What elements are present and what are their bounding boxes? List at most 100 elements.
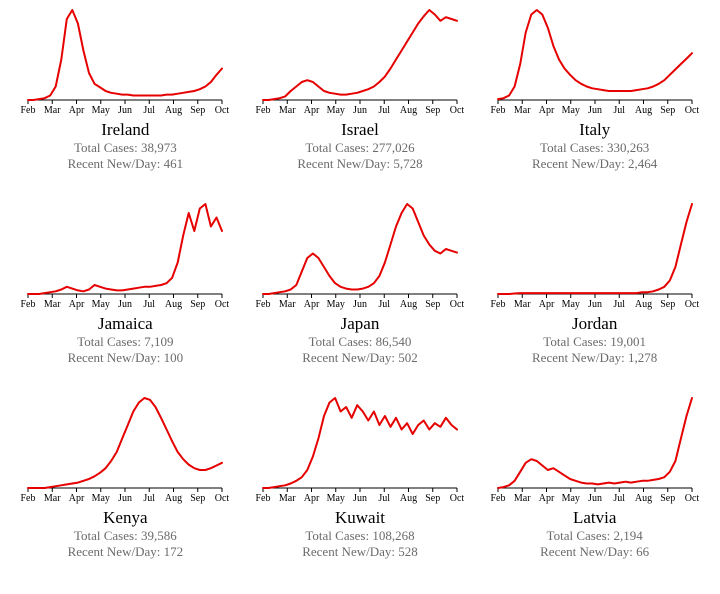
svg-text:Sep: Sep xyxy=(425,105,440,116)
svg-text:Jun: Jun xyxy=(118,493,132,504)
svg-text:Jul: Jul xyxy=(613,299,625,310)
recent-new-label: Recent New/Day: 461 xyxy=(68,156,184,172)
svg-text:Oct: Oct xyxy=(215,299,230,310)
svg-text:Jul: Jul xyxy=(144,493,156,504)
svg-text:Jun: Jun xyxy=(588,299,602,310)
country-name: Israel xyxy=(341,120,379,140)
svg-text:Oct: Oct xyxy=(684,105,699,116)
country-name: Jamaica xyxy=(98,314,153,334)
total-cases-label: Total Cases: 86,540 xyxy=(309,334,412,350)
svg-text:Feb: Feb xyxy=(255,105,270,116)
chart-panel-ireland: FebMarAprMayJunJulAugSepOct Ireland Tota… xyxy=(8,8,243,202)
svg-text:May: May xyxy=(327,105,345,116)
country-name: Japan xyxy=(341,314,380,334)
svg-text:May: May xyxy=(92,493,110,504)
country-name: Kenya xyxy=(103,508,147,528)
chart-panel-jordan: FebMarAprMayJunJulAugSepOct Jordan Total… xyxy=(477,202,712,396)
recent-new-label: Recent New/Day: 1,278 xyxy=(532,350,657,366)
svg-text:Apr: Apr xyxy=(69,299,85,310)
chart-panel-kenya: FebMarAprMayJunJulAugSepOct Kenya Total … xyxy=(8,396,243,590)
svg-text:Jul: Jul xyxy=(378,493,390,504)
svg-text:Aug: Aug xyxy=(165,493,182,504)
chart-panel-japan: FebMarAprMayJunJulAugSepOct Japan Total … xyxy=(243,202,478,396)
svg-text:Mar: Mar xyxy=(44,105,61,116)
recent-new-label: Recent New/Day: 5,728 xyxy=(297,156,422,172)
svg-text:May: May xyxy=(561,299,579,310)
svg-text:Oct: Oct xyxy=(450,493,465,504)
svg-text:Jul: Jul xyxy=(378,105,390,116)
svg-text:Jun: Jun xyxy=(353,105,367,116)
recent-new-label: Recent New/Day: 528 xyxy=(302,544,418,560)
total-cases-label: Total Cases: 330,263 xyxy=(540,140,649,156)
sparkline-chart: FebMarAprMayJunJulAugSepOct xyxy=(490,202,700,312)
svg-text:Sep: Sep xyxy=(660,105,675,116)
total-cases-label: Total Cases: 38,973 xyxy=(74,140,177,156)
country-name: Latvia xyxy=(573,508,616,528)
sparkline-chart: FebMarAprMayJunJulAugSepOct xyxy=(20,8,230,118)
svg-text:Aug: Aug xyxy=(165,299,182,310)
svg-text:Jun: Jun xyxy=(118,105,132,116)
svg-text:Oct: Oct xyxy=(450,299,465,310)
recent-new-label: Recent New/Day: 2,464 xyxy=(532,156,657,172)
svg-text:Mar: Mar xyxy=(279,493,296,504)
svg-text:Mar: Mar xyxy=(514,105,531,116)
country-name: Ireland xyxy=(101,120,149,140)
chart-panel-italy: FebMarAprMayJunJulAugSepOct Italy Total … xyxy=(477,8,712,202)
total-cases-label: Total Cases: 7,109 xyxy=(77,334,173,350)
svg-text:Apr: Apr xyxy=(538,493,554,504)
chart-panel-israel: FebMarAprMayJunJulAugSepOct Israel Total… xyxy=(243,8,478,202)
svg-text:Sep: Sep xyxy=(660,299,675,310)
total-cases-label: Total Cases: 277,026 xyxy=(305,140,414,156)
recent-new-label: Recent New/Day: 100 xyxy=(68,350,184,366)
sparkline-chart: FebMarAprMayJunJulAugSepOct xyxy=(255,8,465,118)
svg-text:May: May xyxy=(561,105,579,116)
svg-text:Feb: Feb xyxy=(21,493,36,504)
svg-text:Apr: Apr xyxy=(304,299,320,310)
svg-text:Mar: Mar xyxy=(44,493,61,504)
svg-text:Sep: Sep xyxy=(191,299,206,310)
svg-text:May: May xyxy=(327,299,345,310)
svg-text:Sep: Sep xyxy=(191,493,206,504)
chart-panel-kuwait: FebMarAprMayJunJulAugSepOct Kuwait Total… xyxy=(243,396,478,590)
svg-text:Sep: Sep xyxy=(660,493,675,504)
sparkline-chart: FebMarAprMayJunJulAugSepOct xyxy=(255,202,465,312)
svg-text:Jun: Jun xyxy=(353,299,367,310)
svg-text:Jul: Jul xyxy=(613,105,625,116)
svg-text:Jul: Jul xyxy=(378,299,390,310)
sparkline-chart: Feb Mar Apr May Jun Jul Aug Sep Oct xyxy=(20,396,230,506)
svg-text:Oct: Oct xyxy=(215,493,230,504)
total-cases-label: Total Cases: 108,268 xyxy=(305,528,414,544)
sparkline-chart: FebMarAprMayJunJulAugSepOct xyxy=(20,202,230,312)
total-cases-label: Total Cases: 19,001 xyxy=(543,334,646,350)
svg-text:Feb: Feb xyxy=(255,493,270,504)
svg-text:Sep: Sep xyxy=(425,493,440,504)
recent-new-label: Recent New/Day: 66 xyxy=(540,544,649,560)
svg-text:Jul: Jul xyxy=(613,493,625,504)
svg-text:Jun: Jun xyxy=(353,493,367,504)
svg-text:Oct: Oct xyxy=(450,105,465,116)
svg-text:Apr: Apr xyxy=(538,105,554,116)
svg-text:Sep: Sep xyxy=(425,299,440,310)
svg-text:Aug: Aug xyxy=(165,105,182,116)
svg-text:Oct: Oct xyxy=(684,493,699,504)
svg-text:Mar: Mar xyxy=(514,299,531,310)
svg-text:Aug: Aug xyxy=(635,105,652,116)
svg-text:Mar: Mar xyxy=(44,299,61,310)
svg-text:Apr: Apr xyxy=(69,105,85,116)
svg-text:Aug: Aug xyxy=(635,299,652,310)
svg-text:Aug: Aug xyxy=(635,493,652,504)
chart-grid: Feb Mar Apr May Jun Jul Aug Sep Oct Ireland Tota… xyxy=(0,0,720,594)
svg-text:Mar: Mar xyxy=(279,105,296,116)
chart-panel-latvia: FebMarAprMayJunJulAugSepOct Latvia Total… xyxy=(477,396,712,590)
svg-text:Oct: Oct xyxy=(215,105,230,116)
svg-text:Feb: Feb xyxy=(21,299,36,310)
country-name: Jordan xyxy=(572,314,617,334)
svg-text:May: May xyxy=(327,493,345,504)
svg-text:Feb: Feb xyxy=(490,299,505,310)
svg-text:Feb: Feb xyxy=(21,105,36,116)
svg-text:Mar: Mar xyxy=(514,493,531,504)
svg-text:May: May xyxy=(561,493,579,504)
svg-text:Apr: Apr xyxy=(69,493,85,504)
svg-text:Oct: Oct xyxy=(684,299,699,310)
svg-text:Feb: Feb xyxy=(490,105,505,116)
